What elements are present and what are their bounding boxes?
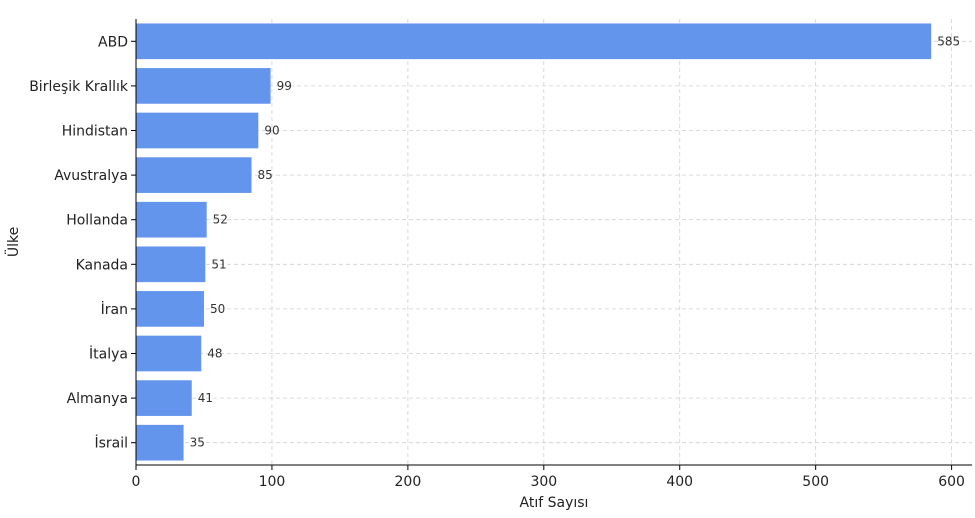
ticks: 0 100 200 300 400 500 600 ABD Birleşik Krallık Hi… xyxy=(29,34,965,490)
bar-value-label: 35 xyxy=(190,436,205,450)
bar-value-label: 48 xyxy=(207,347,222,361)
x-tick-label: 100 xyxy=(259,474,286,490)
bar xyxy=(136,112,259,149)
bar-value-label: 585 xyxy=(937,34,960,48)
y-tick-label: Avustralya xyxy=(54,168,128,184)
bar-value-label: 85 xyxy=(258,168,273,182)
y-tick-label: İtalya xyxy=(89,345,128,363)
bar-value-label: 51 xyxy=(211,257,226,271)
bar xyxy=(136,335,202,372)
bar xyxy=(136,157,252,193)
x-tick-label: 600 xyxy=(938,474,965,490)
y-tick-label: Kanada xyxy=(76,257,128,273)
x-tick-label: 0 xyxy=(132,474,141,490)
bar-value-label: 52 xyxy=(213,213,228,227)
y-tick-label: İsrail xyxy=(94,434,128,452)
bar xyxy=(136,291,204,327)
y-tick-label: Hollanda xyxy=(66,213,128,229)
bar-value-label: 99 xyxy=(277,79,292,93)
y-tick-label: İran xyxy=(101,300,128,318)
y-tick-label: Almanya xyxy=(67,391,128,407)
x-axis-title: Atıf Sayısı xyxy=(520,495,589,511)
bar xyxy=(136,380,192,416)
data-labels: 585 99 90 85 52 51 50 48 41 35 xyxy=(190,34,961,449)
bar xyxy=(136,201,207,238)
bar-value-label: 50 xyxy=(210,302,225,316)
bars xyxy=(136,23,932,461)
axes xyxy=(135,19,972,466)
x-tick-label: 300 xyxy=(530,474,557,490)
y-axis-title: Ülke xyxy=(4,227,22,257)
x-tick-label: 200 xyxy=(395,474,422,490)
y-tick-label: ABD xyxy=(98,34,128,50)
bar xyxy=(136,23,932,60)
bar xyxy=(136,424,184,461)
bar-value-label: 41 xyxy=(198,391,213,405)
x-tick-label: 400 xyxy=(666,474,693,490)
bar-value-label: 90 xyxy=(264,124,279,138)
bar xyxy=(136,246,206,283)
y-tick-label: Hindistan xyxy=(62,124,128,140)
x-tick-label: 500 xyxy=(802,474,829,490)
y-tick-label: Birleşik Krallık xyxy=(29,79,129,95)
bar xyxy=(136,68,271,104)
